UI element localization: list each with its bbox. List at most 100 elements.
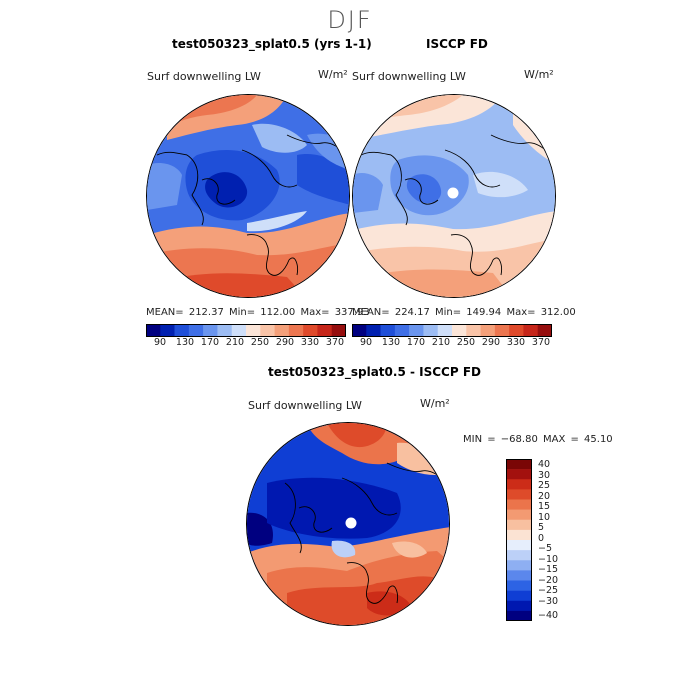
cb3-tick: −15 [538, 564, 559, 575]
cb1-tick: 370 [325, 337, 345, 348]
cb2-tick: 330 [506, 337, 526, 348]
cb2-tick: 210 [431, 337, 451, 348]
panel1-colorbar [146, 322, 347, 337]
panel3-colorbar-segment [506, 600, 532, 612]
panel2-colorbar [352, 322, 553, 337]
cb2-tick: 130 [381, 337, 401, 348]
panel2-colorbar-segment [466, 324, 481, 337]
panel2-colorbar-segment [523, 324, 539, 337]
cb1-tick: 330 [300, 337, 320, 348]
panel3-colorbar-segment [506, 469, 532, 480]
panel1-colorbar-segment [274, 324, 290, 337]
panel2-polar-map [352, 94, 556, 298]
panel1-colorbar-ticks: 90 130 170 210 250 290 330 370 [146, 337, 346, 349]
panel1-stats: MEAN= 212.37 Min= 112.00 Max= 337.93 [146, 307, 370, 318]
panel2-colorbar-segment [394, 324, 410, 337]
panel3-stats: MIN = −68.80 MAX = 45.10 [463, 434, 613, 445]
panel3-colorbar-segment [506, 489, 532, 500]
panel1-colorbar-segment [231, 324, 247, 337]
panel3-colorbar-segment [506, 550, 532, 561]
panel3-colorbar-border [506, 459, 532, 621]
panel1-polar-map [146, 94, 350, 298]
panel1-colorbar-segment [174, 324, 190, 337]
panel3-colorbar-segment [506, 499, 532, 510]
panel2-colorbar-segment [366, 324, 381, 337]
cb3-tick: 25 [538, 480, 551, 491]
panel2-units: W/m² [524, 68, 554, 81]
season-title: DJF [327, 6, 373, 34]
cb2-tick: 250 [456, 337, 476, 348]
cb3-tick: −20 [538, 574, 559, 586]
panel2-colorbar-segment [509, 324, 524, 337]
cb3-tick: 15 [538, 501, 551, 512]
panel3-colorbar-segment [506, 529, 532, 541]
panel1-colorbar-segment [146, 324, 161, 337]
cb3-tick: −40 [538, 610, 559, 621]
panel3-colorbar-segment [506, 560, 532, 571]
cb1-tick: 250 [250, 337, 270, 348]
cb3-tick: −25 [538, 585, 559, 596]
panel3-colorbar-segment [506, 590, 532, 602]
panel2-colorbar-segment [423, 324, 439, 337]
panel3-units: W/m² [420, 397, 450, 410]
panel3-colorbar-segment [506, 540, 532, 551]
cb3-tick: 20 [538, 490, 551, 502]
cb3-tick: 0 [538, 532, 545, 544]
panel3-colorbar-segment [506, 580, 532, 591]
panel3-colorbar-segment [506, 479, 532, 490]
cb3-tick: 5 [538, 522, 545, 533]
panel3-polar-map [246, 422, 450, 626]
panel2-colorbar-segment [452, 324, 467, 337]
panel2-stats: MEAN= 224.17 Min= 149.94 Max= 312.00 [352, 307, 576, 318]
cb1-tick: 170 [200, 337, 220, 348]
cb1-tick: 210 [225, 337, 245, 348]
panel1-colorbar-segment [217, 324, 233, 337]
panel2-variable-label: Surf downwelling LW [352, 70, 466, 83]
cb1-tick: 290 [275, 337, 295, 348]
panel1-colorbar-segment [246, 324, 261, 337]
panel3-colorbar-segment [506, 570, 532, 581]
cb2-tick: 290 [481, 337, 501, 348]
panel3-colorbar-ticks: 40 30 25 20 15 10 5 0 −5 −10 −15 −20 −25… [538, 459, 578, 621]
panel3-colorbar-segment [506, 509, 532, 521]
panel1-units: W/m² [318, 68, 348, 81]
panel1-colorbar-segment [331, 324, 347, 337]
cb2-tick: 90 [359, 337, 373, 348]
cb2-tick: 170 [406, 337, 426, 348]
panel2-colorbar-ticks: 90 130 170 210 250 290 330 370 [352, 337, 552, 349]
cb1-tick: 90 [153, 337, 167, 348]
panel1-colorbar-segment [260, 324, 275, 337]
cb2-tick: 370 [531, 337, 551, 348]
panel2-colorbar-segment [437, 324, 453, 337]
cb3-tick: −10 [538, 553, 559, 565]
panel3-variable-label: Surf downwelling LW [248, 399, 362, 412]
panel2-colorbar-segment [380, 324, 396, 337]
panel1-colorbar-segment [317, 324, 333, 337]
panel2-colorbar-border [352, 324, 552, 337]
panel1-colorbar-segment [160, 324, 175, 337]
panel2-colorbar-segment [537, 324, 553, 337]
cb3-tick: 30 [538, 469, 551, 481]
panel1-colorbar-segment [303, 324, 318, 337]
panel2-colorbar-segment [409, 324, 424, 337]
panel3-title: test050323_splat0.5 - ISCCP FD [268, 365, 481, 379]
panel3-colorbar-segment [506, 519, 532, 531]
panel1-colorbar-border [146, 324, 346, 337]
panel2-colorbar-segment [352, 324, 367, 337]
cb3-tick: 40 [538, 459, 551, 470]
panel1-variable-label: Surf downwelling LW [147, 70, 261, 83]
panel2-colorbar-segment [494, 324, 510, 337]
cb3-tick: 10 [538, 511, 551, 523]
cb3-tick: −5 [538, 543, 553, 554]
panel1-title: test050323_splat0.5 (yrs 1-1) [172, 37, 372, 51]
panel3-colorbar-segment [506, 610, 532, 622]
panel2-title: ISCCP FD [426, 37, 488, 51]
panel3-colorbar [506, 459, 532, 622]
panel1-colorbar-segment [288, 324, 304, 337]
cb1-tick: 130 [175, 337, 195, 348]
panel3-colorbar-segment [506, 459, 532, 470]
panel2-colorbar-segment [480, 324, 496, 337]
cb3-tick: −30 [538, 595, 559, 607]
panel1-colorbar-segment [203, 324, 218, 337]
panel1-colorbar-segment [188, 324, 204, 337]
